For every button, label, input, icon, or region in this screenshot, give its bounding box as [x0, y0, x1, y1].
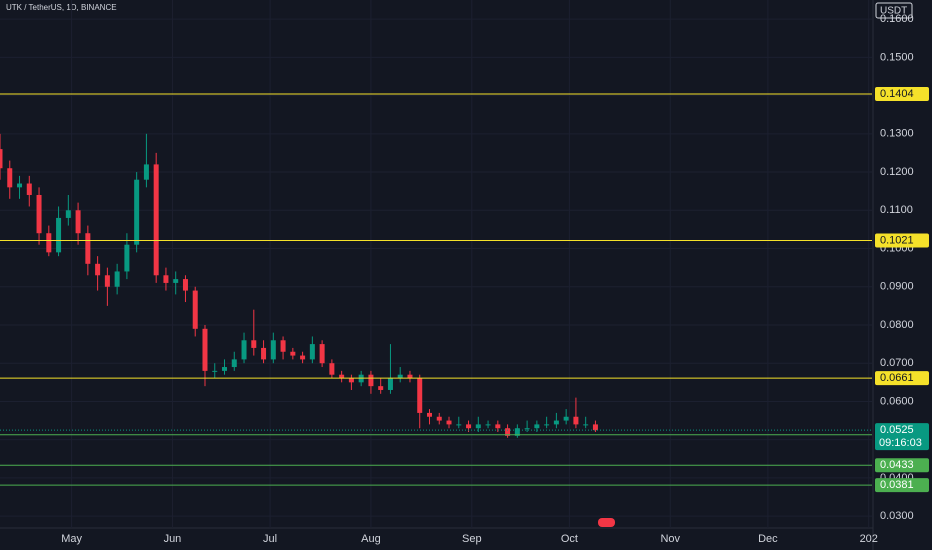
candle-body	[514, 428, 520, 436]
candle-body	[36, 194, 42, 234]
candle-body	[85, 233, 91, 264]
candle-body	[534, 424, 540, 429]
candle-body	[212, 370, 218, 372]
candle-body	[251, 340, 257, 348]
support-label-box	[875, 478, 929, 493]
y-tick-label: 0.0600	[880, 395, 914, 407]
candle-body	[270, 340, 276, 360]
y-tick-label: 0.0800	[880, 319, 914, 331]
candle-body	[563, 416, 569, 421]
candle-body	[329, 363, 335, 375]
candle-body	[553, 420, 559, 425]
candle-body	[261, 347, 267, 360]
candle-body	[387, 378, 393, 390]
x-tick-label: Jul	[263, 533, 277, 545]
last-price-label: 0.0525	[880, 424, 914, 436]
x-tick-label: May	[61, 533, 82, 545]
candle-body	[231, 359, 237, 368]
candle-body	[300, 355, 306, 360]
x-tick-label: 202	[860, 533, 878, 545]
x-tick-label: Sep	[462, 533, 482, 545]
candle-body	[339, 374, 345, 379]
y-tick-label: 0.0700	[880, 357, 914, 369]
events-icon[interactable]	[598, 518, 615, 527]
resistance-label: 0.1404	[880, 88, 914, 100]
candle-body	[446, 420, 452, 425]
resistance-label-box	[875, 87, 929, 102]
x-tick-label: Aug	[361, 533, 381, 545]
candle-body	[505, 428, 511, 436]
y-tick-label: 0.0300	[880, 510, 914, 522]
candle-body	[114, 271, 120, 287]
candle-body	[397, 374, 403, 379]
candle-body	[319, 344, 325, 364]
y-tick-label: 0.1300	[880, 128, 914, 140]
candle-body	[456, 424, 462, 426]
candle-body	[75, 210, 81, 234]
candle-body	[426, 412, 432, 417]
candle-body	[124, 244, 130, 272]
resistance-label: 0.0661	[880, 372, 914, 384]
candle-body	[573, 416, 579, 425]
candle-body	[56, 217, 62, 253]
chart-title: UTK / TetherUS, 1D, BINANCE	[6, 3, 117, 12]
x-tick-label: Nov	[660, 533, 680, 545]
candle-body	[290, 351, 296, 356]
x-tick-label: Dec	[758, 533, 778, 545]
candle-body	[95, 263, 101, 276]
y-tick-label: 0.1600	[880, 13, 914, 25]
candle-body	[524, 428, 530, 430]
y-tick-label: 0.1100	[880, 204, 913, 216]
candle-body	[163, 275, 169, 283]
support-label: 0.0433	[880, 459, 914, 471]
candle-body	[26, 183, 32, 195]
y-tick-label: 0.0900	[880, 281, 914, 293]
candle-body	[583, 424, 589, 426]
candle-body	[17, 183, 23, 188]
support-label: 0.0381	[880, 479, 914, 491]
candle-body	[407, 374, 413, 379]
candle-body	[202, 328, 208, 371]
y-tick-label: 0.1500	[880, 51, 914, 63]
candle-body	[475, 424, 481, 429]
last-price-box	[875, 423, 929, 451]
candle-body	[134, 179, 140, 245]
candle-body	[348, 378, 354, 383]
resistance-label: 0.1021	[880, 234, 914, 246]
candle-body	[222, 367, 228, 371]
candle-body	[241, 340, 247, 360]
currency-box[interactable]	[875, 2, 913, 19]
currency: USDT	[880, 6, 907, 17]
countdown: 09:16:03	[879, 437, 922, 449]
resistance-label-box	[875, 233, 929, 248]
candle-body	[417, 378, 423, 413]
candle-body	[46, 233, 52, 253]
candle-body	[153, 164, 159, 276]
candle-body	[592, 424, 598, 431]
resistance-label-box	[875, 371, 929, 386]
candle-body	[280, 340, 286, 352]
candle-body	[368, 374, 374, 387]
candle-body	[182, 279, 188, 291]
candle-body	[65, 210, 71, 218]
support-label-box	[875, 458, 929, 473]
candle-body	[436, 416, 442, 421]
candle-body	[192, 290, 198, 329]
candle-body	[485, 424, 491, 426]
candle-body	[104, 275, 110, 287]
candle-body	[173, 279, 179, 283]
candle-body	[378, 386, 384, 390]
y-tick-label: 0.1200	[880, 166, 914, 178]
candle-body	[544, 424, 550, 426]
x-tick-label: Jun	[164, 533, 182, 545]
candle-body	[7, 168, 13, 188]
candle-body	[495, 424, 501, 429]
x-tick-label: Oct	[561, 533, 578, 545]
candle-body	[143, 164, 149, 180]
candle-body	[309, 344, 315, 360]
candle-body	[0, 149, 3, 169]
candle-body	[466, 424, 472, 429]
